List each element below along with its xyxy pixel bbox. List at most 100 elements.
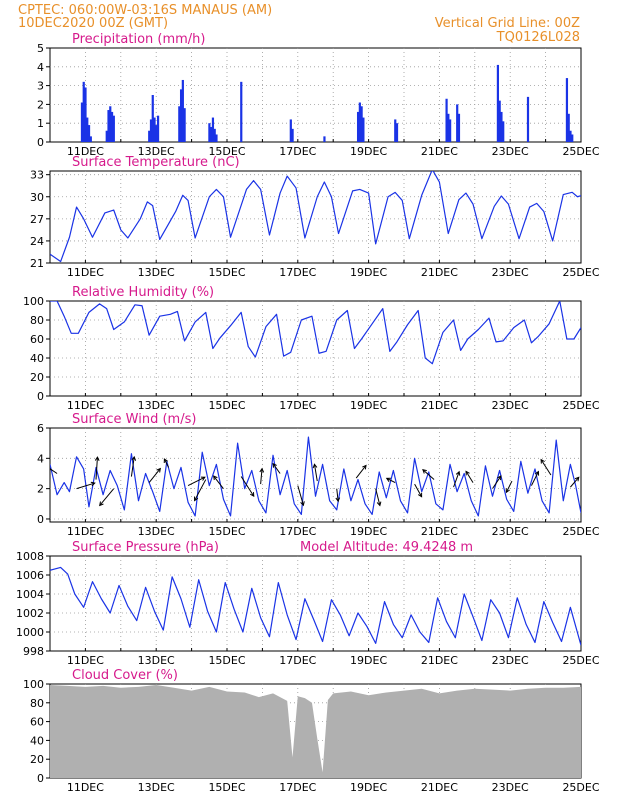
wind-vector-head [497, 475, 502, 481]
precip-bar [289, 119, 292, 142]
wind-vector-head [99, 501, 104, 507]
rh-ytick-label: 100 [23, 295, 44, 308]
pres-xtick-label: 17DEC [279, 654, 316, 667]
precip-xtick-label: 15DEC [208, 145, 245, 158]
pres-series-line [50, 566, 581, 646]
wind-vector-shaft [297, 485, 304, 506]
pres-ytick-label: 998 [23, 645, 44, 658]
wind-vector-shaft [453, 471, 460, 488]
wind-vector-head [90, 481, 96, 487]
wind-vector-arrow [99, 488, 115, 507]
wind-vector-shaft [99, 488, 115, 506]
temp-ytick-label: 30 [30, 191, 44, 204]
precip-bar [112, 115, 115, 142]
wind-vector-shaft [213, 475, 224, 489]
precip-xtick-label: 11DEC [67, 145, 104, 158]
precip-bar [178, 106, 181, 142]
precip-bar [86, 117, 89, 142]
pres-xtick-label: 21DEC [421, 654, 458, 667]
wind-vector-arrow [385, 477, 396, 484]
wind-vector-head [465, 470, 470, 476]
cloud-xtick-label: 17DEC [279, 781, 316, 794]
wind-ytick-label: 4 [37, 452, 44, 465]
precip-bar [156, 115, 160, 142]
precip-bar [323, 136, 326, 142]
rh-xtick-label: 25DEC [562, 399, 599, 412]
cloud-data [50, 684, 581, 778]
wind-vector-arrow [76, 481, 96, 490]
cloud-xtick-label: 11DEC [67, 781, 104, 794]
wind-vector-arrow [130, 455, 137, 477]
precip-data [80, 64, 574, 142]
wind-ytick-label: 0 [37, 513, 44, 526]
wind-xtick-label: 21DEC [421, 525, 458, 538]
pres-ytick-label: 1002 [16, 607, 44, 620]
pres-xtick-label: 11DEC [67, 654, 104, 667]
precip-ytick-label: 3 [37, 80, 44, 93]
temp-xtick-label: 25DEC [562, 266, 599, 279]
precip-bar [80, 102, 84, 142]
cloud-title: Cloud Cover (%) [72, 668, 178, 683]
wind-vector-shaft [414, 483, 423, 497]
wind-vector-head [163, 458, 168, 464]
wind-vector-head [213, 475, 218, 481]
wind-xtick-label: 23DEC [492, 525, 529, 538]
wind-xtick-label: 25DEC [562, 525, 599, 538]
wind-vector-shaft [375, 488, 381, 506]
wind-vector-shaft [386, 477, 396, 484]
precip-bar [496, 64, 500, 142]
wind-vector-head [131, 455, 137, 461]
precip-xtick-label: 23DEC [492, 145, 529, 158]
wind-vector-arrow [355, 464, 367, 479]
temp-series-line [50, 171, 581, 263]
temp-xtick-label: 11DEC [67, 266, 104, 279]
wind-vector-head [312, 463, 318, 469]
wind-vector-arrow [194, 479, 207, 502]
precip-bar [457, 113, 461, 142]
wind-vector-head [250, 492, 255, 497]
wind-vector-arrow [570, 476, 580, 488]
wind-vector-head [300, 501, 305, 507]
precip-bar [565, 78, 569, 142]
temp-title: Surface Temperature (nC) [72, 155, 240, 170]
precip-xtick-label: 17DEC [279, 145, 316, 158]
cloud-ytick-label: 100 [23, 678, 44, 691]
pres-xtick-label: 19DEC [350, 654, 387, 667]
wind-vector-head [259, 467, 265, 473]
precip-bar [291, 128, 294, 142]
precip-bar [107, 110, 110, 142]
cloud-xtick-label: 19DEC [350, 781, 387, 794]
wind-vector-shaft [76, 482, 95, 490]
precip-bar [148, 130, 151, 142]
wind-vector-head [540, 458, 545, 464]
precip-frame [49, 47, 582, 143]
wind-vector-shaft [130, 456, 135, 477]
wind-vector-shaft [194, 479, 207, 501]
precip-bar [210, 126, 213, 142]
precip-bar [567, 113, 570, 142]
wind-vector-arrow [148, 467, 161, 483]
wind-vector-arrow [240, 476, 255, 497]
cloud-xtick-label: 13DEC [138, 781, 175, 794]
header: CPTEC: 060:00W-03:16S MANAUS (AM) 10DEC2… [18, 3, 580, 45]
wind-vector-shaft [163, 458, 170, 468]
wind-vector-head [385, 477, 391, 482]
cloud-xtick-label: 23DEC [492, 781, 529, 794]
wind-vector-head [574, 476, 580, 482]
precip-bar [215, 134, 218, 142]
precip-bar [155, 125, 158, 142]
pres-xtick-label: 25DEC [562, 654, 599, 667]
precip-ytick-label: 2 [37, 98, 44, 111]
wind-series-line [50, 436, 581, 517]
wind-vector-arrow [530, 470, 540, 486]
temp-xtick-label: 15DEC [208, 266, 245, 279]
cloud-ytick-label: 60 [30, 716, 44, 729]
precip-bar [394, 119, 397, 142]
cloud-ytick-label: 20 [30, 753, 44, 766]
wind-title: Surface Wind (m/s) [72, 412, 196, 427]
wind-vector-shaft [570, 477, 580, 488]
rh-title: Relative Humidity (%) [72, 285, 214, 300]
pres-title: Surface Pressure (hPa) [72, 540, 219, 555]
wind-vector-arrow [492, 475, 502, 489]
